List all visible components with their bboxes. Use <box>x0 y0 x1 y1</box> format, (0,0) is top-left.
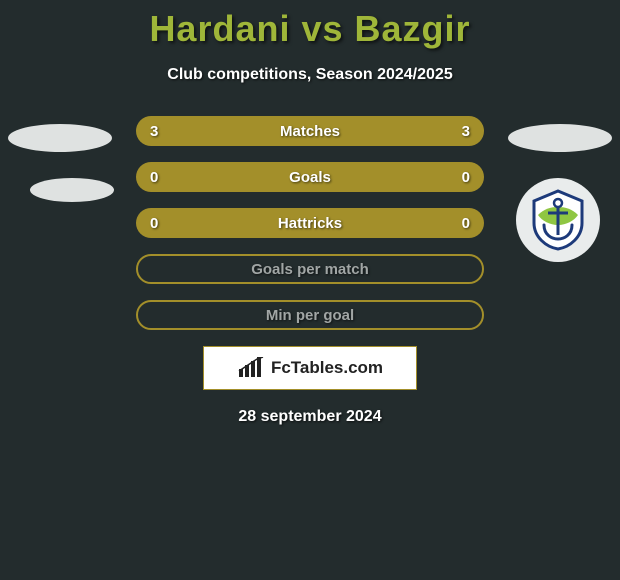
stat-label: Goals per match <box>251 261 369 278</box>
brand-box[interactable]: FcTables.com <box>203 346 417 390</box>
right-player-badge-1 <box>508 124 612 152</box>
stat-row-matches: 3 Matches 3 <box>136 116 484 146</box>
left-player-badge-1 <box>8 124 112 152</box>
stat-left-value: 0 <box>150 215 158 232</box>
stat-label: Hattricks <box>278 215 342 232</box>
stat-label: Matches <box>280 123 340 140</box>
stat-right-value: 0 <box>462 215 470 232</box>
brand-label: FcTables.com <box>271 358 383 378</box>
stat-label: Min per goal <box>266 307 354 324</box>
stat-row-goals-per-match: Goals per match <box>136 254 484 284</box>
anchor-crest-icon <box>530 189 586 251</box>
stat-row-min-per-goal: Min per goal <box>136 300 484 330</box>
subtitle: Club competitions, Season 2024/2025 <box>0 66 620 84</box>
stat-right-value: 0 <box>462 169 470 186</box>
stat-right-value: 3 <box>462 123 470 140</box>
stat-left-value: 3 <box>150 123 158 140</box>
left-player-badge-2 <box>30 178 114 202</box>
stats-container: 3 Matches 3 0 Goals 0 0 Hattricks 0 Goal… <box>136 116 484 330</box>
stat-label: Goals <box>289 169 331 186</box>
stat-row-goals: 0 Goals 0 <box>136 162 484 192</box>
bars-icon <box>237 357 265 379</box>
page-title: Hardani vs Bazgir <box>0 0 620 50</box>
date-label: 28 september 2024 <box>0 408 620 426</box>
stat-left-value: 0 <box>150 169 158 186</box>
stat-row-hattricks: 0 Hattricks 0 <box>136 208 484 238</box>
right-club-crest <box>516 178 600 262</box>
